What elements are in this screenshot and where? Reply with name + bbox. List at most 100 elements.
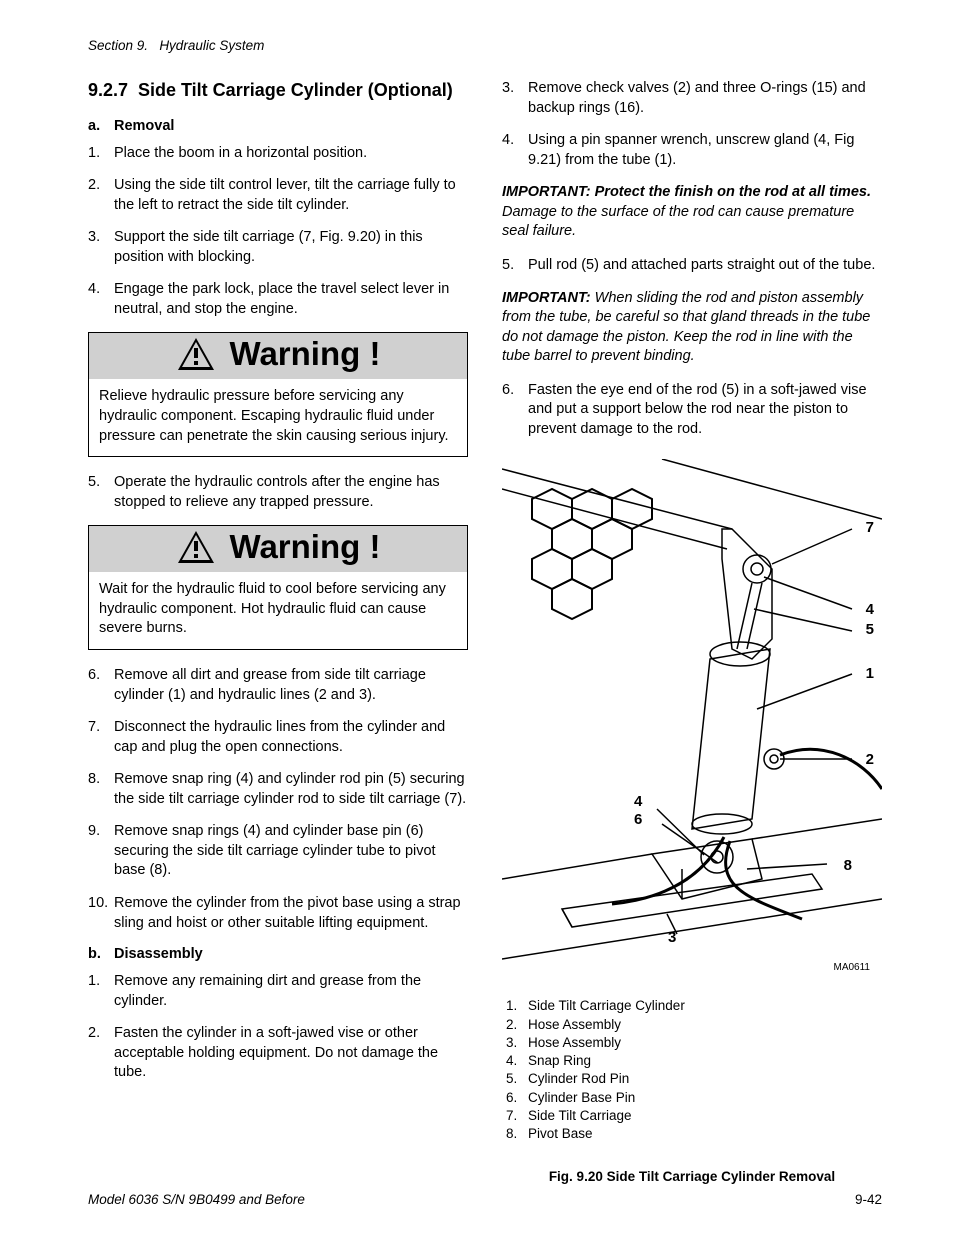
legend-item: 6.Cylinder Base Pin: [506, 1089, 882, 1107]
legend-item: 3.Hose Assembly: [506, 1034, 882, 1052]
list-item-text: Pull rod (5) and attached parts straight…: [528, 256, 875, 276]
callout-8: 8: [844, 857, 852, 874]
warning-triangle-icon: [176, 336, 216, 372]
subhead-letter-b: b.: [88, 946, 114, 962]
figure-caption: Fig. 9.20 Side Tilt Carriage Cylinder Re…: [502, 1169, 882, 1184]
list-item: 2.Fasten the cylinder in a soft-jawed vi…: [88, 1024, 468, 1083]
callout-3: 3: [668, 929, 676, 946]
legend-number: 4.: [506, 1052, 528, 1070]
list-item-text: Place the boom in a horizontal position.: [114, 144, 367, 164]
warning-header-2: Warning !: [89, 526, 467, 572]
list-item-number: 6.: [88, 666, 114, 705]
legend-number: 6.: [506, 1089, 528, 1107]
subhead-disassembly: b. Disassembly: [88, 946, 468, 962]
page-footer: Model 6036 S/N 9B0499 and Before 9-42: [88, 1192, 882, 1207]
page-header: Section 9. Hydraulic System: [88, 38, 882, 53]
section-title-text: Side Tilt Carriage Cylinder (Optional): [138, 79, 453, 102]
legend-text: Side Tilt Carriage Cylinder: [528, 997, 685, 1015]
list-disassembly: 1.Remove any remaining dirt and grease f…: [88, 972, 468, 1083]
list-item-number: 5.: [502, 256, 528, 276]
subhead-removal: a. Removal: [88, 118, 468, 134]
footer-page: 9-42: [855, 1192, 882, 1207]
callout-2: 2: [866, 751, 874, 768]
warning-box-2: Warning ! Wait for the hydraulic fluid t…: [88, 525, 468, 650]
header-title: Hydraulic System: [159, 38, 264, 53]
list-item: 6.Fasten the eye end of the rod (5) in a…: [502, 381, 882, 440]
warning-title-2: Warning !: [230, 528, 381, 566]
list-item-text: Support the side tilt carriage (7, Fig. …: [114, 228, 468, 267]
list-item-text: Remove snap ring (4) and cylinder rod pi…: [114, 770, 468, 809]
list-item-text: Remove all dirt and grease from side til…: [114, 666, 468, 705]
important-rest-1: Damage to the surface of the rod can cau…: [502, 204, 854, 240]
legend-text: Pivot Base: [528, 1125, 593, 1143]
footer-model: Model 6036 S/N 9B0499 and Before: [88, 1192, 305, 1207]
list-item-text: Fasten the eye end of the rod (5) in a s…: [528, 381, 882, 440]
callout-4b: 4: [634, 793, 642, 810]
list-item-number: 4.: [502, 131, 528, 170]
callout-4a: 4: [866, 601, 874, 618]
legend-text: Hose Assembly: [528, 1034, 621, 1052]
important-note-2: IMPORTANT: When sliding the rod and pist…: [502, 289, 882, 367]
list-item-number: 2.: [88, 176, 114, 215]
legend-text: Cylinder Rod Pin: [528, 1070, 629, 1088]
list-item-text: Disconnect the hydraulic lines from the …: [114, 718, 468, 757]
legend-text: Side Tilt Carriage: [528, 1107, 632, 1125]
warning-triangle-icon: [176, 529, 216, 565]
content-columns: 9.2.7 Side Tilt Carriage Cylinder (Optio…: [88, 79, 882, 1184]
list-item-text: Engage the park lock, place the travel s…: [114, 280, 468, 319]
list-item: 2.Using the side tilt control lever, til…: [88, 176, 468, 215]
legend-item: 1.Side Tilt Carriage Cylinder: [506, 997, 882, 1015]
list-item: 6.Remove all dirt and grease from side t…: [88, 666, 468, 705]
callout-5: 5: [866, 621, 874, 638]
legend-item: 8.Pivot Base: [506, 1125, 882, 1143]
list-item: 1.Remove any remaining dirt and grease f…: [88, 972, 468, 1011]
list-item: 3.Support the side tilt carriage (7, Fig…: [88, 228, 468, 267]
list-item-text: Remove snap rings (4) and cylinder base …: [114, 822, 468, 881]
list-item: 5.Pull rod (5) and attached parts straig…: [502, 256, 882, 276]
left-column: 9.2.7 Side Tilt Carriage Cylinder (Optio…: [88, 79, 468, 1184]
warning-body-2: Wait for the hydraulic fluid to cool bef…: [89, 572, 467, 649]
legend-number: 5.: [506, 1070, 528, 1088]
subhead-text-a: Removal: [114, 118, 174, 134]
figure-9-20: 7 4 5 1 2 4 6 8 3 MA0611: [502, 459, 882, 979]
legend-number: 7.: [506, 1107, 528, 1125]
subhead-letter-a: a.: [88, 118, 114, 134]
right-column: 3.Remove check valves (2) and three O-ri…: [502, 79, 882, 1184]
important-lead-1: IMPORTANT: Protect the finish on the rod…: [502, 184, 871, 200]
list-item: 1.Place the boom in a horizontal positio…: [88, 144, 468, 164]
list-item-number: 1.: [88, 144, 114, 164]
list-item-text: Remove any remaining dirt and grease fro…: [114, 972, 468, 1011]
list-item: 5.Operate the hydraulic controls after t…: [88, 473, 468, 512]
section-number: 9.2.7: [88, 79, 138, 102]
legend-number: 8.: [506, 1125, 528, 1143]
list-item-text: Using the side tilt control lever, tilt …: [114, 176, 468, 215]
important-note-1: IMPORTANT: Protect the finish on the rod…: [502, 183, 882, 242]
list-disassembly-cont1: 3.Remove check valves (2) and three O-ri…: [502, 79, 882, 170]
list-item: 4.Using a pin spanner wrench, unscrew gl…: [502, 131, 882, 170]
list-item: 9.Remove snap rings (4) and cylinder bas…: [88, 822, 468, 881]
list-removal-1: 1.Place the boom in a horizontal positio…: [88, 144, 468, 320]
warning-box-1: Warning ! Relieve hydraulic pressure bef…: [88, 332, 468, 457]
list-item-number: 3.: [502, 79, 528, 118]
callout-1: 1: [866, 665, 874, 682]
list-disassembly-cont3: 6.Fasten the eye end of the rod (5) in a…: [502, 381, 882, 440]
list-item-number: 10.: [88, 894, 114, 933]
important-lead-2: IMPORTANT:: [502, 290, 591, 306]
legend-text: Snap Ring: [528, 1052, 591, 1070]
legend-text: Hose Assembly: [528, 1016, 621, 1034]
list-item-number: 2.: [88, 1024, 114, 1083]
warning-header-1: Warning !: [89, 333, 467, 379]
header-section: Section 9.: [88, 38, 148, 53]
warning-title-1: Warning !: [230, 335, 381, 373]
callout-6: 6: [634, 811, 642, 828]
subhead-text-b: Disassembly: [114, 946, 203, 962]
warning-body-1: Relieve hydraulic pressure before servic…: [89, 379, 467, 456]
legend-item: 5.Cylinder Rod Pin: [506, 1070, 882, 1088]
list-item-number: 8.: [88, 770, 114, 809]
legend-item: 7.Side Tilt Carriage: [506, 1107, 882, 1125]
list-item-number: 1.: [88, 972, 114, 1011]
list-item-number: 6.: [502, 381, 528, 440]
list-item-text: Remove check valves (2) and three O-ring…: [528, 79, 882, 118]
list-item: 7.Disconnect the hydraulic lines from th…: [88, 718, 468, 757]
list-item-text: Fasten the cylinder in a soft-jawed vise…: [114, 1024, 468, 1083]
